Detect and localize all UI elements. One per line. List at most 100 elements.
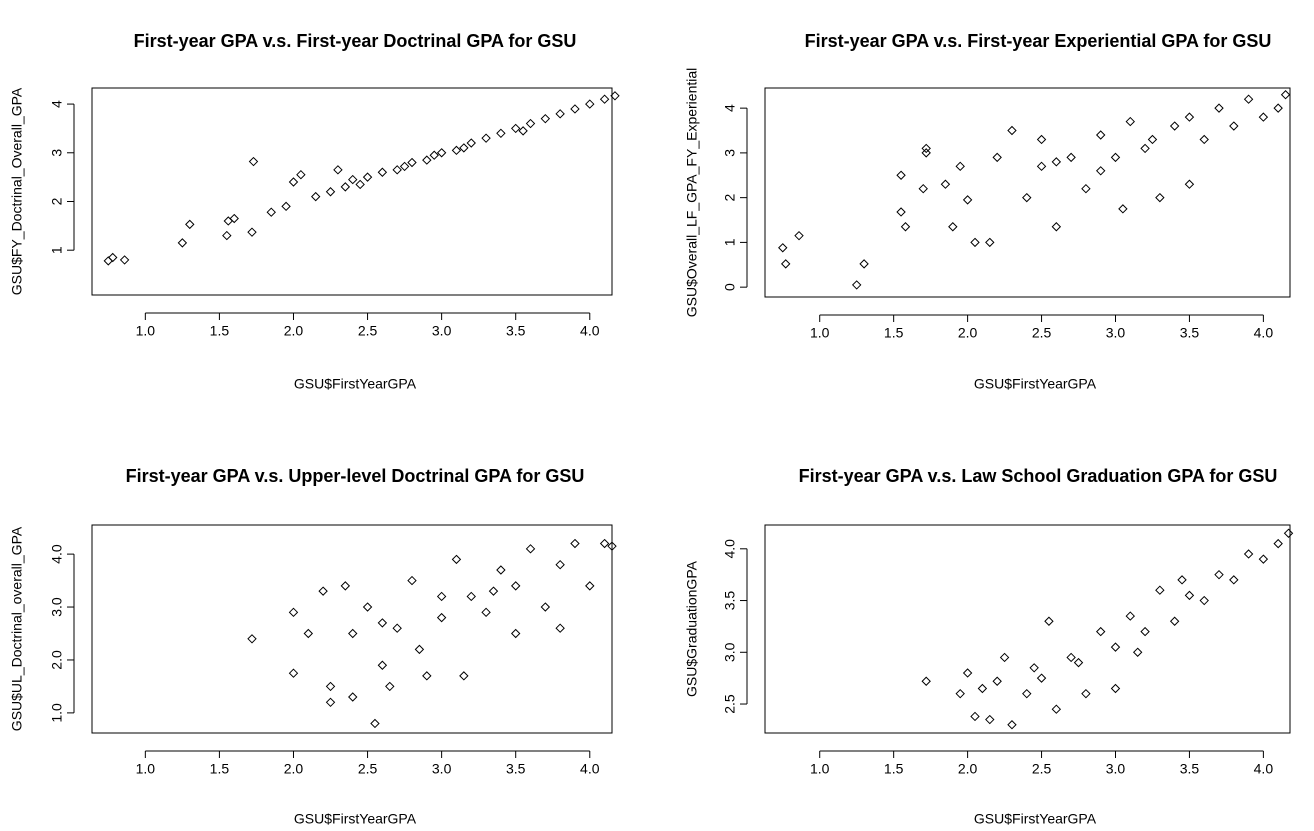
x-axis-label: GSU$FirstYearGPA — [974, 811, 1097, 827]
point — [900, 222, 911, 232]
point — [555, 109, 565, 119]
y-tick-label: 3 — [49, 149, 65, 157]
point — [794, 230, 804, 241]
point — [1243, 94, 1254, 104]
y-tick-label: 3.0 — [49, 597, 65, 617]
point — [451, 145, 462, 156]
point — [466, 138, 476, 148]
x-tick-label: 3.0 — [1106, 761, 1126, 777]
point — [1051, 157, 1062, 167]
point — [296, 169, 306, 180]
point — [896, 207, 906, 217]
y-axis-label: GSU$UL_Doctrinal_overall_GPA — [9, 526, 25, 731]
point — [921, 148, 931, 158]
point — [999, 652, 1010, 663]
point — [918, 183, 928, 194]
point — [518, 126, 528, 136]
point — [921, 143, 931, 154]
point — [407, 157, 417, 168]
point — [1044, 616, 1054, 626]
point — [955, 688, 965, 699]
y-tick-label: 2 — [49, 197, 65, 205]
point — [229, 213, 239, 224]
y-axis-label: GSU$GraduationGPA — [684, 560, 700, 697]
point — [510, 123, 521, 134]
y-tick-label: 3 — [722, 149, 738, 157]
x-axis-label: GSU$FirstYearGPA — [294, 811, 417, 827]
point — [436, 612, 447, 623]
point — [377, 618, 388, 628]
x-tick-label: 3.0 — [432, 761, 452, 777]
point — [985, 237, 995, 248]
point — [1036, 673, 1047, 683]
y-tick-label: 0 — [722, 283, 738, 291]
point — [481, 607, 491, 618]
y-tick-label: 3.5 — [722, 591, 738, 611]
x-tick-label: 1.5 — [210, 761, 230, 777]
point — [303, 628, 314, 639]
point — [466, 591, 476, 602]
x-tick-label: 2.5 — [1032, 325, 1052, 341]
point — [1110, 152, 1121, 163]
point — [1199, 134, 1209, 145]
x-tick-label: 1.0 — [136, 323, 156, 339]
point — [362, 602, 373, 612]
point — [921, 676, 931, 686]
point — [392, 623, 402, 633]
x-tick-label: 2.5 — [358, 761, 378, 777]
y-tick-label: 4.0 — [49, 544, 65, 564]
point — [1258, 112, 1269, 122]
point — [496, 565, 506, 575]
point — [1081, 183, 1091, 194]
point — [948, 222, 958, 232]
point — [1073, 657, 1084, 668]
point — [1022, 192, 1032, 203]
x-tick-label: 3.5 — [1180, 761, 1200, 777]
y-axis-label: GSU$FY_Doctrinal_Overall_GPA — [9, 87, 25, 295]
x-tick-label: 3.0 — [432, 323, 452, 339]
point — [1177, 575, 1187, 585]
y-tick-label: 4 — [49, 100, 65, 108]
point — [570, 104, 580, 114]
point — [362, 172, 373, 182]
x-tick-label: 4.0 — [1254, 325, 1274, 341]
point — [525, 544, 536, 554]
point — [459, 671, 469, 681]
x-tick-label: 2.0 — [958, 325, 978, 341]
point — [985, 714, 995, 725]
x-tick-label: 4.0 — [580, 761, 600, 777]
x-tick-label: 1.5 — [884, 761, 904, 777]
point — [429, 150, 439, 160]
point — [540, 602, 551, 612]
point — [540, 113, 551, 124]
plot-frame — [764, 524, 1291, 734]
point — [970, 711, 980, 722]
point — [1169, 616, 1180, 626]
point — [377, 167, 388, 177]
plot-frame — [764, 87, 1291, 298]
point — [1081, 688, 1091, 699]
point — [103, 256, 114, 266]
point — [510, 628, 521, 639]
point — [896, 170, 906, 180]
point — [1132, 647, 1143, 657]
x-tick-label: 3.5 — [1180, 325, 1200, 341]
point — [962, 195, 973, 205]
x-tick-label: 1.0 — [810, 325, 830, 341]
point — [1066, 652, 1076, 663]
point — [510, 581, 521, 591]
y-axis-label: GSU$Overall_LF_GPA_FY_Experiential — [684, 68, 700, 318]
point — [422, 155, 432, 165]
y-tick-label: 1.0 — [49, 703, 65, 723]
point — [1140, 143, 1150, 154]
point — [780, 259, 791, 269]
point — [992, 676, 1002, 686]
point — [459, 143, 469, 153]
point — [325, 681, 336, 692]
point — [1184, 179, 1195, 189]
point — [1051, 704, 1062, 714]
point — [1125, 116, 1135, 127]
chart-title: First-year GPA v.s. First-year Experient… — [805, 31, 1272, 51]
point — [399, 161, 410, 172]
